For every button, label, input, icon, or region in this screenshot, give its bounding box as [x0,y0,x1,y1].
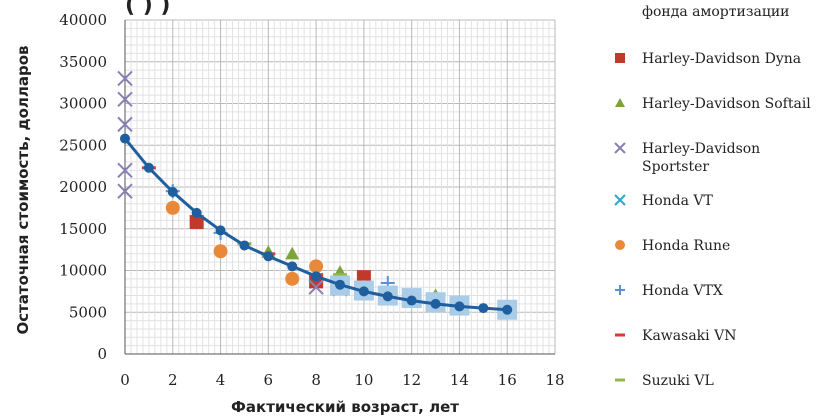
chart-title-fragment: ( ) ) [125,0,170,18]
legend-label: Suzuki VL [642,373,714,389]
series-line [120,133,513,315]
legend-label: Kawasaki VN [642,328,736,344]
x-tick-label: 14 [450,371,469,389]
data-point [335,279,345,290]
data-point [502,304,513,315]
legend-marker [615,285,625,295]
y-tick-label: 35000 [59,53,107,71]
legend-marker [614,194,626,206]
data-point [285,271,300,286]
legend: фонда амортизации Harley-Davidson Dyna Har… [614,4,811,389]
legend-item: Honda VTX [615,283,723,299]
data-point [213,244,228,259]
data-point [263,251,274,262]
x-tick-label: 2 [168,371,178,389]
legend-marker [615,378,625,382]
data-point [167,187,178,198]
legend-marker [615,333,625,337]
legend-marker [615,240,625,250]
y-tick-label: 20000 [59,178,107,196]
x-tick-label: 6 [264,371,274,389]
data-point [117,91,133,108]
legend-label: фонда амортизации [642,4,790,20]
legend-label: Honda Rune [642,238,730,254]
data-point [117,162,133,179]
data-point [309,259,324,274]
data-marks [117,70,518,320]
legend-label: Honda VTX [642,283,723,299]
y-tick-label: 25000 [59,136,107,154]
legend-label: Honda VT [642,193,714,209]
data-point [287,261,298,272]
legend-marker [615,53,625,63]
data-point [358,286,369,297]
data-point [143,162,154,173]
data-point [285,246,300,260]
legend-item: Harley-Davidson Softail [615,96,811,112]
y-axis-title: Остаточная стоимость, долларов [14,45,32,334]
legend-item: Honda VT [614,193,714,209]
x-tick-label: 8 [311,371,321,389]
legend-marker [615,98,625,107]
data-point [191,207,202,218]
data-point [239,240,250,251]
x-tick-label: 16 [498,371,517,389]
data-point [189,215,204,230]
legend-item: Honda Rune [615,238,730,254]
y-tick-label: 30000 [59,95,107,113]
data-point [165,200,180,215]
data-point [430,298,441,309]
x-tick-label: 12 [402,371,421,389]
legend-label: Harley-Davidson Softail [642,96,811,112]
legend-label: Harley-Davidson Dyna [642,51,801,67]
y-tick-label: 15000 [59,220,107,238]
x-tick-label: 4 [216,371,226,389]
data-point [382,291,393,302]
x-tick-label: 0 [120,371,130,389]
x-tick-label: 10 [354,371,373,389]
legend-label: Harley-Davidson [642,141,760,157]
y-tick-label: 0 [97,345,107,363]
data-point [311,271,322,282]
legend-label: Sportster [642,159,709,175]
data-point [478,303,489,314]
y-tick-label: 5000 [69,303,107,321]
legend-item: Suzuki VL [615,373,714,389]
data-point [406,295,417,306]
x-axis-title: Фактический возраст, лет [231,398,459,416]
axes: 0 5000 10000 15000 20000 25000 30000 35000 40000… [59,11,564,389]
data-point [308,279,324,295]
legend-marker [614,142,626,154]
data-point [117,116,133,133]
y-tick-label: 40000 [59,11,107,29]
data-point [117,183,133,199]
data-point [120,133,130,144]
data-point [454,301,465,312]
legend-item: Kawasaki VN [615,328,736,344]
legend-item: Harley-Davidson Dyna [615,51,801,67]
data-point [117,70,133,87]
data-point [215,225,226,236]
data-point [333,273,347,277]
x-tick-label: 18 [545,371,564,389]
legend-item: фонда амортизации [642,4,790,20]
grid [124,19,556,355]
y-tick-label: 10000 [59,262,107,280]
legend-item: Harley-Davidson Sportster [614,141,760,175]
